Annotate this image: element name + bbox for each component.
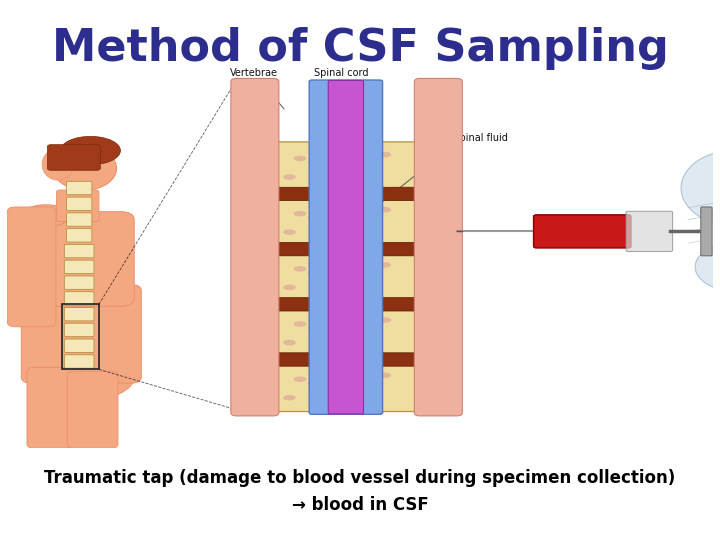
Ellipse shape (378, 152, 391, 157)
Text: Spinal cord: Spinal cord (314, 68, 369, 103)
FancyBboxPatch shape (66, 213, 92, 226)
Text: Method of CSF Sampling: Method of CSF Sampling (52, 27, 668, 70)
FancyBboxPatch shape (57, 190, 99, 221)
Ellipse shape (378, 207, 391, 212)
Ellipse shape (294, 211, 307, 217)
FancyBboxPatch shape (64, 260, 94, 274)
FancyBboxPatch shape (267, 197, 425, 246)
FancyBboxPatch shape (328, 80, 364, 414)
FancyBboxPatch shape (309, 80, 382, 414)
FancyBboxPatch shape (64, 292, 94, 305)
Ellipse shape (42, 148, 74, 180)
FancyBboxPatch shape (27, 367, 82, 448)
Ellipse shape (294, 376, 307, 382)
Ellipse shape (322, 318, 335, 323)
FancyBboxPatch shape (64, 245, 94, 258)
Ellipse shape (322, 373, 335, 378)
FancyBboxPatch shape (7, 207, 56, 327)
Ellipse shape (364, 217, 377, 222)
Ellipse shape (283, 174, 296, 180)
FancyBboxPatch shape (64, 339, 94, 353)
FancyBboxPatch shape (66, 197, 92, 211)
Ellipse shape (307, 160, 320, 165)
Ellipse shape (681, 151, 720, 226)
Ellipse shape (364, 327, 377, 333)
Ellipse shape (294, 266, 307, 272)
Ellipse shape (28, 354, 134, 401)
FancyBboxPatch shape (64, 323, 94, 336)
Ellipse shape (364, 272, 377, 278)
FancyBboxPatch shape (274, 187, 418, 201)
Ellipse shape (322, 262, 335, 268)
FancyBboxPatch shape (48, 145, 100, 170)
FancyBboxPatch shape (231, 78, 279, 416)
Text: Cerebrospinal fluid: Cerebrospinal fluid (382, 133, 508, 202)
FancyBboxPatch shape (67, 372, 118, 448)
FancyBboxPatch shape (267, 252, 425, 301)
Bar (62, 305, 99, 369)
Ellipse shape (53, 147, 117, 190)
Ellipse shape (364, 161, 377, 167)
FancyBboxPatch shape (626, 211, 672, 252)
FancyBboxPatch shape (267, 363, 425, 411)
Ellipse shape (283, 395, 296, 401)
Ellipse shape (336, 284, 348, 289)
FancyBboxPatch shape (66, 181, 92, 195)
Ellipse shape (283, 340, 296, 345)
Ellipse shape (378, 262, 391, 268)
Text: Vertebrae: Vertebrae (230, 68, 284, 109)
FancyBboxPatch shape (701, 207, 712, 256)
Ellipse shape (307, 325, 320, 330)
Ellipse shape (696, 241, 720, 293)
FancyBboxPatch shape (267, 142, 425, 191)
FancyBboxPatch shape (66, 228, 92, 242)
Ellipse shape (307, 215, 320, 220)
Ellipse shape (60, 137, 120, 165)
FancyBboxPatch shape (22, 285, 141, 383)
FancyBboxPatch shape (274, 353, 418, 366)
FancyBboxPatch shape (534, 215, 631, 248)
Text: → blood in CSF: → blood in CSF (292, 496, 428, 514)
FancyBboxPatch shape (64, 355, 94, 368)
FancyBboxPatch shape (274, 298, 418, 311)
Ellipse shape (364, 382, 377, 388)
Ellipse shape (378, 318, 391, 323)
Ellipse shape (336, 339, 348, 345)
Ellipse shape (283, 285, 296, 290)
Ellipse shape (307, 270, 320, 275)
Ellipse shape (322, 152, 335, 157)
Ellipse shape (294, 156, 307, 161)
Ellipse shape (336, 228, 348, 234)
Ellipse shape (336, 173, 348, 179)
FancyBboxPatch shape (14, 212, 134, 306)
Ellipse shape (283, 230, 296, 235)
FancyBboxPatch shape (267, 307, 425, 356)
Ellipse shape (22, 205, 71, 226)
Ellipse shape (322, 207, 335, 212)
FancyBboxPatch shape (64, 307, 94, 321)
Ellipse shape (294, 321, 307, 327)
FancyBboxPatch shape (414, 78, 462, 416)
Text: Traumatic tap (damage to blood vessel during specimen collection): Traumatic tap (damage to blood vessel du… (45, 469, 675, 487)
Ellipse shape (336, 394, 348, 400)
Ellipse shape (378, 373, 391, 378)
Ellipse shape (307, 380, 320, 386)
FancyBboxPatch shape (64, 276, 94, 289)
FancyBboxPatch shape (274, 242, 418, 256)
